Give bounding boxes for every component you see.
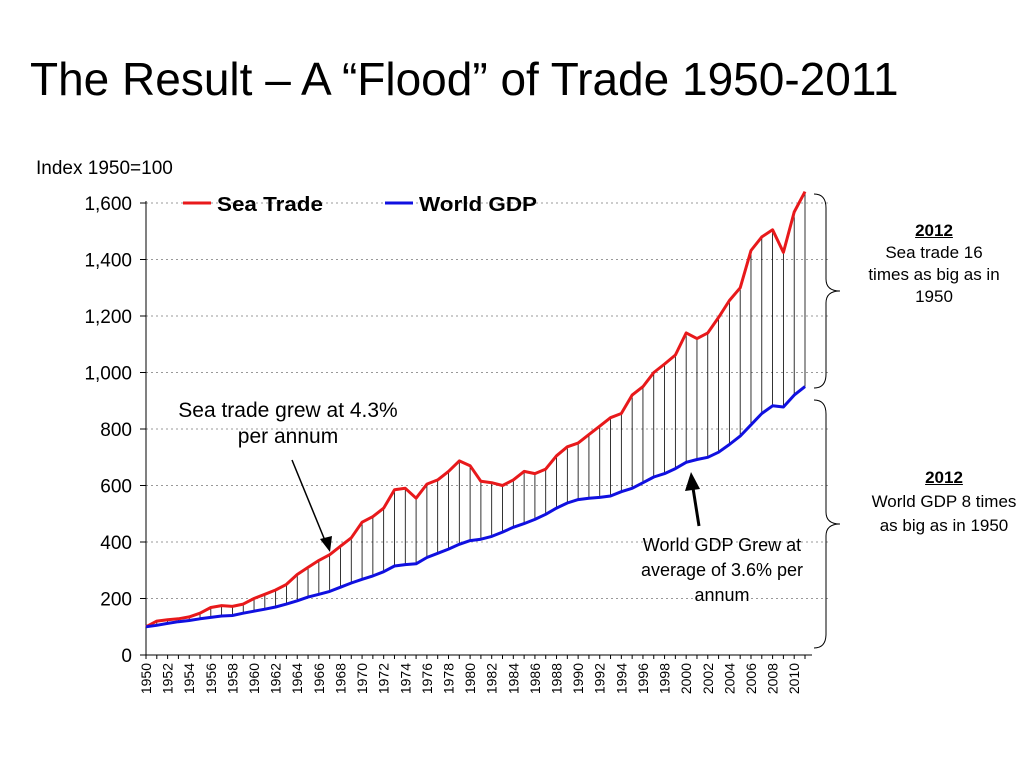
x-tick-label: 2006 (743, 663, 759, 694)
y-tick-label: 800 (100, 420, 132, 441)
world-gdp-line (145, 385, 806, 629)
x-tick-label: 1962 (268, 663, 284, 694)
sea-trade-note: 2012 Sea trade 16 times as big as in 195… (864, 220, 1004, 308)
x-tick-label: 1984 (505, 663, 521, 694)
sea-trade-legend-label: Sea Trade (217, 194, 323, 216)
x-tick-label: 2002 (700, 663, 716, 694)
y-tick-label: 0 (121, 646, 132, 667)
x-tick-label: 1990 (570, 663, 586, 694)
world-gdp-arrow-head (685, 472, 700, 491)
x-tick-label: 1992 (592, 663, 608, 694)
annotation-shapes (291, 193, 841, 649)
y-tick-label: 400 (100, 533, 132, 554)
x-tick-label: 2004 (721, 663, 737, 694)
gap-hatch-lines (156, 191, 806, 626)
world-gdp-note-year: 2012 (925, 468, 963, 487)
sea-trade-line (145, 190, 807, 629)
y-tick-label: 600 (100, 477, 132, 498)
x-tick-label: 1978 (440, 663, 456, 694)
x-tick-label: 1952 (160, 663, 176, 694)
series-lines (145, 190, 807, 629)
x-tick-label: 1974 (397, 663, 413, 694)
x-tick-label: 2000 (678, 663, 694, 694)
sea-trade-growth-annotation: Sea trade grew at 4.3% per annum (178, 399, 398, 448)
sea-trade-note-text: Sea trade 16 times as big as in 1950 (868, 243, 1000, 306)
sea-trade-arrow-head (320, 536, 332, 552)
x-tick-label: 1956 (203, 663, 219, 694)
slide-title: The Result – A “Flood” of Trade 1950-201… (30, 53, 899, 105)
y-tick-label: 1,600 (84, 194, 132, 215)
x-tick-label: 1970 (354, 663, 370, 694)
x-tick-label: 1968 (332, 663, 348, 694)
x-tick-label: 1996 (635, 663, 651, 694)
x-tick-label: 1964 (289, 663, 305, 694)
x-tick-label: 1980 (462, 663, 478, 694)
x-tick-label: 1950 (138, 663, 154, 694)
world-gdp-brace (813, 399, 841, 649)
y-tick-label: 1,400 (84, 251, 132, 272)
x-tick-label: 1966 (311, 663, 327, 694)
y-tick-label: 1,000 (84, 364, 132, 385)
x-tick-label: 1986 (527, 663, 543, 694)
world-gdp-note: 2012 World GDP 8 times as big as in 1950 (868, 466, 1020, 538)
x-tick-label: 2008 (765, 663, 781, 694)
sea-trade-arrow-line (291, 459, 327, 544)
world-gdp-growth-annotation: World GDP Grew at average of 3.6% per an… (640, 535, 804, 605)
x-tick-label: 1954 (181, 663, 197, 694)
x-tick-label: 1994 (613, 663, 629, 694)
gridlines (146, 202, 830, 599)
world-gdp-arrow-line (691, 487, 701, 527)
x-tick-label: 2010 (786, 663, 802, 694)
sea-trade-note-year: 2012 (915, 221, 953, 240)
x-tick-label: 1976 (419, 663, 435, 694)
y-tick-label: 1,200 (84, 307, 132, 328)
x-tick-label: 1958 (224, 663, 240, 694)
x-tick-label: 1982 (484, 663, 500, 694)
legend: Sea Trade World GDP (183, 194, 537, 216)
x-tick-label: 1988 (549, 663, 565, 694)
y-tick-label: 200 (100, 590, 132, 611)
axes: 0 200 400 600 800 1,000 1,200 1,400 1,600 1950 195… (84, 194, 812, 694)
x-tick-label: 1998 (657, 663, 673, 694)
world-gdp-note-text: World GDP 8 times as big as in 1950 (871, 492, 1017, 535)
x-tick-label: 1960 (246, 663, 262, 694)
y-axis-label: Index 1950=100 (36, 158, 173, 179)
sea-trade-brace (813, 193, 841, 389)
world-gdp-legend-label: World GDP (419, 194, 537, 216)
x-tick-label: 1972 (376, 663, 392, 694)
